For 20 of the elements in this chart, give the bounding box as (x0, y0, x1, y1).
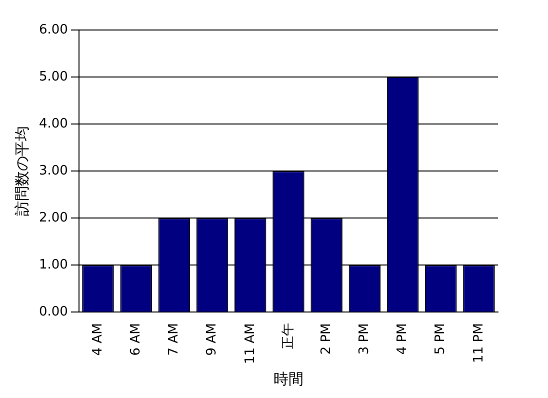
y-tick-label: 3.00 (38, 163, 68, 178)
x-tick-label: 4 AM (90, 323, 106, 356)
x-tick-label: 3 PM (357, 323, 372, 355)
y-tick-label: 2.00 (38, 210, 68, 226)
x-tick-label: 2 PM (318, 323, 334, 355)
x-tick-label: 9 AM (204, 323, 220, 356)
y-tick-label: 1.00 (38, 258, 68, 273)
y-tick-label: 4.00 (38, 116, 68, 132)
x-tick-label: 5 PM (433, 323, 448, 355)
y-axis-title: 訪問数の平均 (12, 126, 31, 216)
x-tick-label: 11 AM (242, 323, 258, 364)
y-tick-label: 0.00 (38, 304, 68, 320)
x-tick-label: 7 AM (166, 323, 182, 356)
x-tick-label: 正午 (280, 323, 296, 350)
x-tick-label: 11 PM (471, 323, 486, 363)
x-tick-label: 4 PM (395, 323, 410, 355)
x-axis-title: 時間 (273, 370, 304, 388)
y-tick-label: 5.00 (38, 69, 68, 84)
y-tick-label: 6.00 (38, 22, 68, 38)
x-tick-label: 6 AM (128, 323, 144, 356)
